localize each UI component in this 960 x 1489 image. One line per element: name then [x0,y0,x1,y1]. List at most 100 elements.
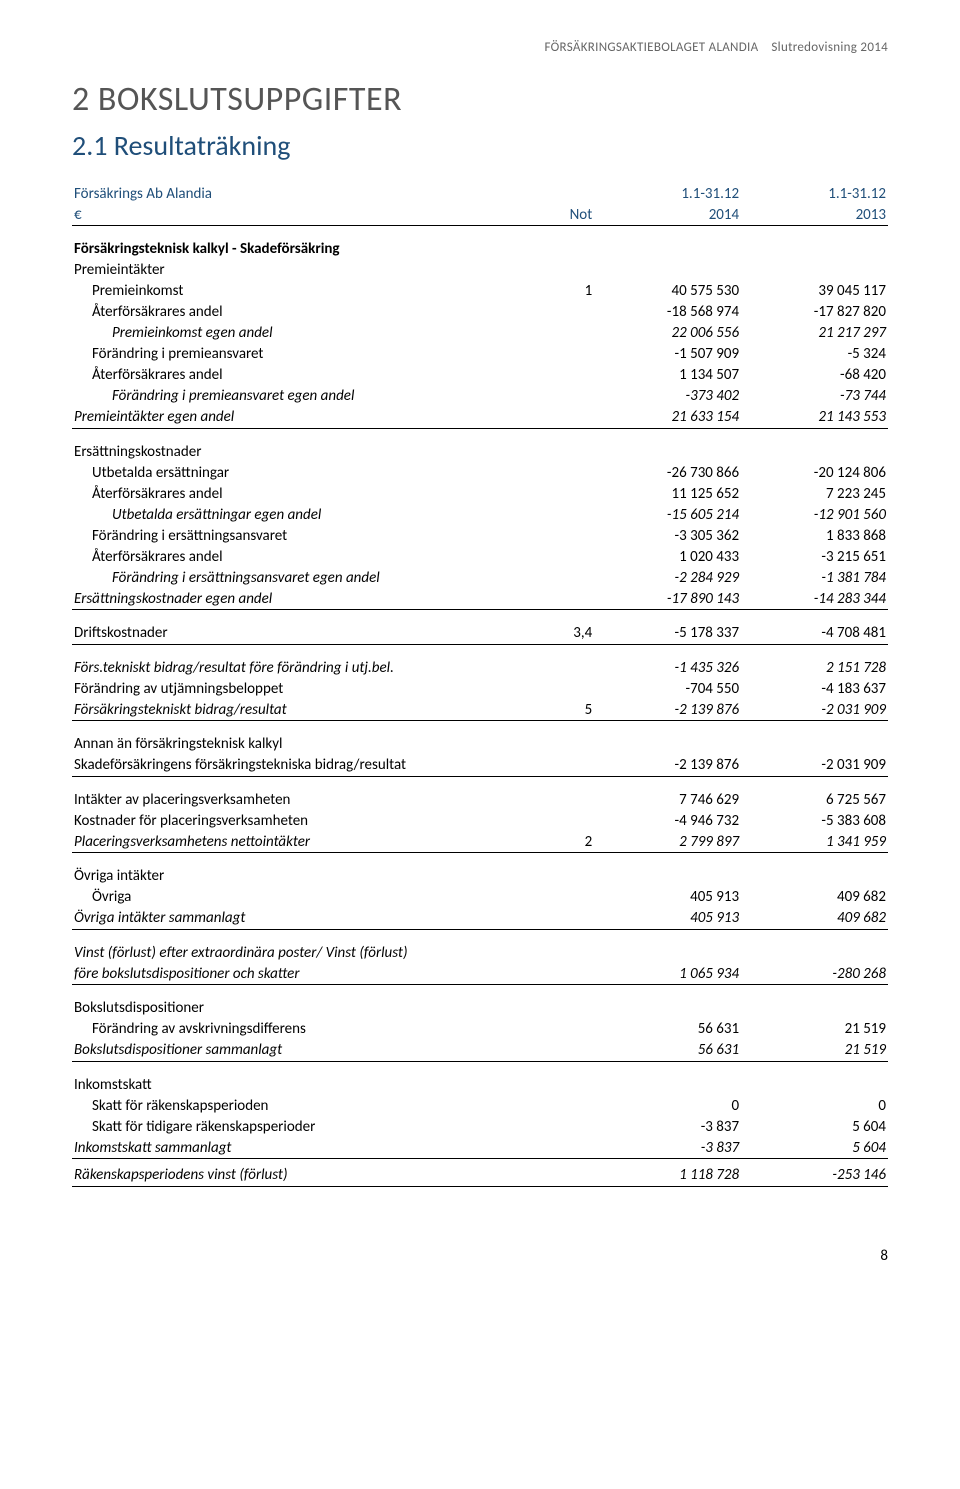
row-note [545,644,594,678]
data-row: Skatt för tidigare räkenskapsperioder-3 … [72,1116,888,1137]
row-label: Återförsäkrares andel [72,483,545,504]
row-value-2: 409 682 [741,887,888,908]
row-value-1: 1 065 934 [594,963,741,985]
row-value-1 [594,226,741,260]
row-label: Premieinkomst [72,281,545,302]
entity-name: Försäkrings Ab Alandia [72,183,545,204]
row-note [545,462,594,483]
row-label: Annan än försäkringsteknisk kalkyl [72,721,545,755]
row-note [545,226,594,260]
row-value-2 [741,985,888,1019]
row-label: Förändring i ersättningsansvaret egen an… [72,567,545,588]
row-label: Inkomstskatt [72,1061,545,1095]
row-note [545,1165,594,1187]
subhead-row: Premieintäkter [72,260,888,281]
row-label: Bokslutsdispositioner sammanlagt [72,1040,545,1062]
row-label: Driftskostnader [72,610,545,645]
row-note: 3,4 [545,610,594,645]
row-label: Kostnader för placeringsverksamheten [72,810,545,831]
row-note [545,588,594,610]
row-value-1 [594,721,741,755]
data-row: Återförsäkrares andel1 020 433-3 215 651 [72,546,888,567]
row-value-2: 6 725 567 [741,776,888,810]
row-value-2 [741,929,888,963]
row-value-2: -1 381 784 [741,567,888,588]
row-note [545,386,594,407]
row-note [545,567,594,588]
row-value-2 [741,260,888,281]
row-label: Förs.tekniskt bidrag/resultat före förän… [72,644,545,678]
header-report: Slutredovisning 2014 [771,40,888,55]
row-value-1: 1 020 433 [594,546,741,567]
table-header-row-1: Försäkrings Ab Alandia 1.1-31.12 1.1-31.… [72,183,888,204]
row-value-2 [741,1061,888,1095]
row-note [545,1095,594,1116]
row-value-1: 0 [594,1095,741,1116]
row-note: 2 [545,831,594,853]
row-value-2: 21 217 297 [741,323,888,344]
row-value-1: -4 946 732 [594,810,741,831]
row-label: Premieintäkter egen andel [72,407,545,429]
row-value-1 [594,853,741,887]
subhead-row: Bokslutsdispositioner [72,985,888,1019]
row-note [545,853,594,887]
data-row: Placeringsverksamhetens nettointäkter22 … [72,831,888,853]
row-label: Förändring av avskrivningsdifferens [72,1019,545,1040]
data-row: Förs.tekniskt bidrag/resultat före förän… [72,644,888,678]
row-value-2: 2 151 728 [741,644,888,678]
row-label: Ersättningskostnader [72,428,545,462]
subhead-row: Ersättningskostnader [72,428,888,462]
year-2: 2013 [741,204,888,226]
row-value-1: 22 006 556 [594,323,741,344]
row-note [545,1061,594,1095]
data-row: Kostnader för placeringsverksamheten -4 9… [72,810,888,831]
data-row: Försäkringstekniskt bidrag/resultat5-2 1… [72,699,888,721]
data-row: Förändring i premieansvaret egen andel-3… [72,386,888,407]
data-row: Förändring av avskrivningsdifferens 56 63… [72,1019,888,1040]
data-row: Förändring i ersättningsansvaret-3 305 3… [72,525,888,546]
row-label: Förändring i ersättningsansvaret [72,525,545,546]
row-note [545,260,594,281]
currency-label: € [72,204,545,226]
row-note [545,407,594,429]
row-value-2: 21 519 [741,1040,888,1062]
data-row: Utbetalda ersättningar-26 730 866-20 124… [72,462,888,483]
row-value-2: 5 604 [741,1137,888,1159]
row-note [545,323,594,344]
data-row: Ersättningskostnader egen andel-17 890 1… [72,588,888,610]
row-note [545,908,594,930]
row-note: 5 [545,699,594,721]
row-value-1: 56 631 [594,1040,741,1062]
row-label: Övriga intäkter sammanlagt [72,908,545,930]
data-row: Förändring i ersättningsansvaret egen an… [72,567,888,588]
row-value-1 [594,929,741,963]
row-label: Övriga intäkter [72,853,545,887]
row-label: Utbetalda ersättningar [72,462,545,483]
row-label: Förändring i premieansvaret [72,344,545,365]
row-value-1: -17 890 143 [594,588,741,610]
data-row: Premieinkomst140 575 53039 045 117 [72,281,888,302]
row-note [545,887,594,908]
row-value-2: -14 283 344 [741,588,888,610]
row-label: Vinst (förlust) efter extraordinära post… [72,929,545,963]
data-row: Förändring i premieansvaret-1 507 909-5 … [72,344,888,365]
row-value-1: 56 631 [594,1019,741,1040]
data-row: Driftskostnader3,4-5 178 337-4 708 481 [72,610,888,645]
row-value-2: -5 324 [741,344,888,365]
row-value-1: -26 730 866 [594,462,741,483]
row-label: Premieintäkter [72,260,545,281]
row-value-2: -68 420 [741,365,888,386]
data-row: Inkomstskatt sammanlagt-3 8375 604 [72,1137,888,1159]
heading-2: 2.1 Resultaträkning [72,128,888,163]
section-row: Försäkringsteknisk kalkyl - Skadeförsäkr… [72,226,888,260]
row-note [545,721,594,755]
row-value-1: -15 605 214 [594,504,741,525]
subhead-row: Övriga intäkter [72,853,888,887]
row-label: Skatt för tidigare räkenskapsperioder [72,1116,545,1137]
page-header: FÖRSÄKRINGSAKTIEBOLAGET ALANDIA Slutredo… [72,40,888,55]
row-value-1: 21 633 154 [594,407,741,429]
row-value-1: -2 139 876 [594,699,741,721]
data-row: Premieintäkter egen andel21 633 15421 14… [72,407,888,429]
row-value-2: 1 341 959 [741,831,888,853]
row-value-1: 405 913 [594,908,741,930]
